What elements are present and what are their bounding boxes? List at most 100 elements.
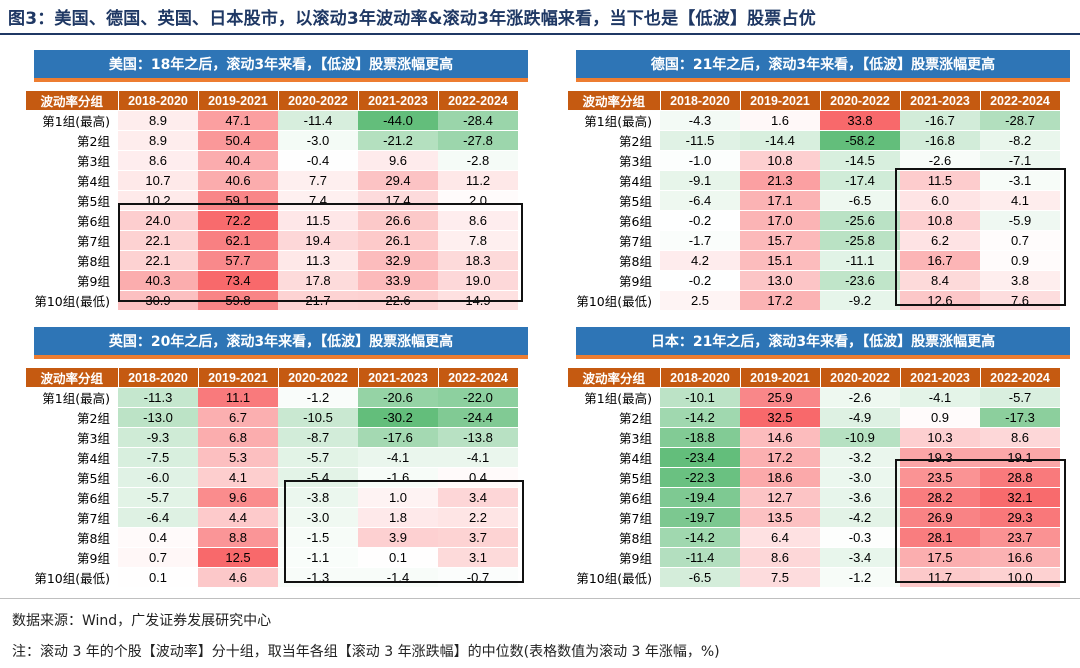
header-period: 2019-2021: [740, 368, 821, 388]
value-cell: 11.1: [198, 387, 278, 408]
value-cell: 21.7: [278, 290, 358, 311]
row-label: 第3组: [568, 150, 660, 171]
value-cell: 33.8: [820, 110, 900, 131]
header-period: 2020-2022: [820, 368, 901, 388]
table-row: 第5组 -22.3 18.6 -3.0 23.5 28.8: [568, 467, 1060, 488]
table-row: 第7组 -1.7 15.7 -25.8 6.2 0.7: [568, 230, 1060, 251]
footnote-note: 注：滚动 3 年的个股【波动率】分十组，取当年各组【滚动 3 年涨跌幅】的中位数…: [12, 644, 720, 660]
value-cell: 1.0: [358, 487, 438, 508]
value-cell: 28.2: [900, 487, 980, 508]
table-row: 第9组 -11.4 8.6 -3.4 17.5 16.6: [568, 547, 1060, 568]
table-row: 第2组 -13.0 6.7 -10.5 -30.2 -24.4: [26, 407, 518, 428]
value-cell: 29.4: [358, 170, 438, 191]
table-row: 第9组 -0.2 13.0 -23.6 8.4 3.8: [568, 270, 1060, 291]
value-cell: -1.6: [358, 467, 438, 488]
value-cell: 5.3: [198, 447, 278, 468]
value-cell: 57.7: [198, 250, 278, 271]
row-label: 第7组: [568, 507, 660, 528]
value-cell: 0.1: [118, 567, 198, 588]
value-cell: -19.7: [660, 507, 740, 528]
value-cell: 3.8: [980, 270, 1060, 291]
value-cell: -4.2: [820, 507, 900, 528]
value-cell: -5.7: [278, 447, 358, 468]
table-row: 第1组(最高) -10.1 25.9 -2.6 -4.1 -5.7: [568, 387, 1060, 408]
value-cell: 33.9: [358, 270, 438, 291]
value-cell: 30.9: [118, 290, 198, 311]
header-period: 2018-2020: [660, 368, 741, 388]
value-cell: -2.6: [900, 150, 980, 171]
header-group: 波动率分组: [568, 91, 661, 111]
value-cell: -16.8: [900, 130, 980, 151]
value-cell: 2.5: [660, 290, 740, 311]
value-cell: -4.9: [820, 407, 900, 428]
value-cell: -9.1: [660, 170, 740, 191]
table-row: 第8组 22.1 57.7 11.3 32.9 18.3: [26, 250, 518, 271]
row-label: 第4组: [26, 170, 118, 191]
row-label: 第7组: [26, 230, 118, 251]
value-cell: -13.8: [438, 427, 518, 448]
value-cell: -10.9: [820, 427, 900, 448]
table-row: 第4组 -9.1 21.3 -17.4 11.5 -3.1: [568, 170, 1060, 191]
value-cell: -3.0: [278, 130, 358, 151]
value-cell: 32.1: [980, 487, 1060, 508]
value-cell: 26.1: [358, 230, 438, 251]
value-cell: -11.5: [660, 130, 740, 151]
row-label: 第10组(最低): [26, 290, 118, 311]
value-cell: 29.3: [980, 507, 1060, 528]
value-cell: -9.2: [820, 290, 900, 311]
value-cell: 13.0: [740, 270, 820, 291]
value-cell: 19.4: [278, 230, 358, 251]
row-label: 第2组: [568, 407, 660, 428]
panel-title: 德国：21年之后，滚动3年来看，【低波】股票涨幅更高: [576, 50, 1070, 82]
value-cell: -11.4: [660, 547, 740, 568]
value-cell: 6.2: [900, 230, 980, 251]
value-cell: 10.7: [118, 170, 198, 191]
value-cell: 2.0: [438, 190, 518, 211]
value-cell: -4.1: [438, 447, 518, 468]
value-cell: 7.4: [278, 190, 358, 211]
header-period: 2020-2022: [278, 91, 359, 111]
value-cell: 50.4: [198, 130, 278, 151]
row-label: 第2组: [26, 130, 118, 151]
value-cell: 10.3: [900, 427, 980, 448]
row-label: 第1组(最高): [568, 387, 660, 408]
table-row: 第9组 40.3 73.4 17.8 33.9 19.0: [26, 270, 518, 291]
value-cell: -8.2: [980, 130, 1060, 151]
table-row: 第7组 -19.7 13.5 -4.2 26.9 29.3: [568, 507, 1060, 528]
value-cell: -58.2: [820, 130, 900, 151]
value-cell: 25.9: [740, 387, 820, 408]
value-cell: -1.2: [820, 567, 900, 588]
value-cell: -2.8: [438, 150, 518, 171]
table-row: 第7组 -6.4 4.4 -3.0 1.8 2.2: [26, 507, 518, 528]
value-cell: 24.0: [118, 210, 198, 231]
row-label: 第9组: [568, 270, 660, 291]
header-period: 2018-2020: [660, 91, 741, 111]
row-label: 第9组: [568, 547, 660, 568]
table-row: 第2组 -11.5 -14.4 -58.2 -16.8 -8.2: [568, 130, 1060, 151]
header-period: 2022-2024: [980, 368, 1061, 388]
header-period: 2019-2021: [198, 91, 279, 111]
value-cell: 40.4: [198, 150, 278, 171]
value-cell: -13.0: [118, 407, 198, 428]
value-cell: 10.2: [118, 190, 198, 211]
value-cell: 40.6: [198, 170, 278, 191]
row-label: 第1组(最高): [568, 110, 660, 131]
value-cell: 14.6: [740, 427, 820, 448]
value-cell: 21.3: [740, 170, 820, 191]
value-cell: -5.7: [118, 487, 198, 508]
value-cell: 26.9: [900, 507, 980, 528]
value-cell: -25.6: [820, 210, 900, 231]
header-period: 2018-2020: [118, 91, 199, 111]
row-label: 第6组: [568, 210, 660, 231]
table-row: 第10组(最低) 30.9 59.8 21.7 22.6 14.9: [26, 290, 518, 311]
row-label: 第8组: [568, 527, 660, 548]
value-cell: -14.2: [660, 527, 740, 548]
value-cell: -10.5: [278, 407, 358, 428]
value-cell: 1.6: [740, 110, 820, 131]
value-cell: -11.3: [118, 387, 198, 408]
value-cell: -11.4: [278, 110, 358, 131]
row-label: 第6组: [568, 487, 660, 508]
value-cell: -18.8: [660, 427, 740, 448]
value-cell: 11.5: [278, 210, 358, 231]
value-cell: 18.3: [438, 250, 518, 271]
